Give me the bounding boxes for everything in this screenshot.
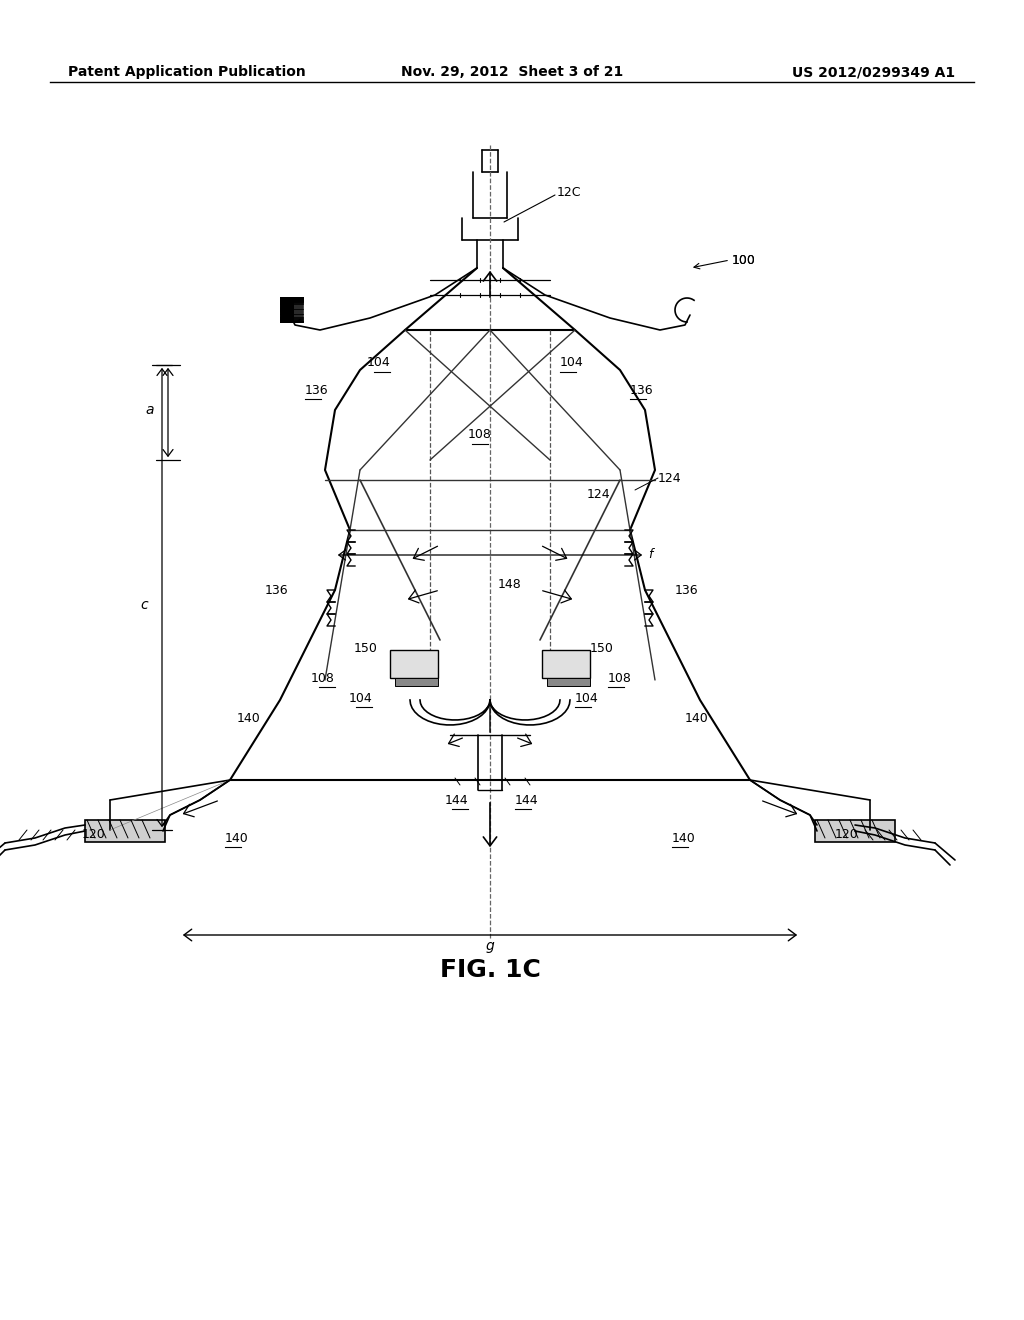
Text: 136: 136 [675, 583, 698, 597]
Text: 136: 136 [265, 583, 289, 597]
Bar [542, 649, 590, 678]
Text: 108: 108 [311, 672, 335, 685]
Text: 144: 144 [515, 793, 539, 807]
Text: 150: 150 [590, 642, 613, 655]
Text: US 2012/0299349 A1: US 2012/0299349 A1 [792, 65, 955, 79]
Text: 140: 140 [672, 832, 695, 845]
Text: 100: 100 [732, 253, 756, 267]
Text: 140: 140 [685, 711, 709, 725]
Text: f: f [648, 549, 652, 561]
Text: 124: 124 [658, 471, 682, 484]
Bar [85, 820, 165, 842]
Text: 150: 150 [354, 642, 378, 655]
Text: Patent Application Publication: Patent Application Publication [68, 65, 306, 79]
Text: 120: 120 [835, 829, 859, 842]
Text: 108: 108 [468, 429, 492, 441]
Text: 140: 140 [225, 832, 249, 845]
Text: FIG. 1C: FIG. 1C [439, 958, 541, 982]
Text: 12C: 12C [557, 186, 582, 199]
Text: 144: 144 [444, 793, 468, 807]
Bar [547, 678, 590, 686]
Text: 104: 104 [348, 692, 372, 705]
Text: 104: 104 [575, 692, 599, 705]
Text: 136: 136 [305, 384, 329, 396]
Text: 108: 108 [608, 672, 632, 685]
Text: 100: 100 [732, 253, 756, 267]
Text: 120: 120 [81, 829, 105, 842]
Bar [395, 678, 438, 686]
Text: Nov. 29, 2012  Sheet 3 of 21: Nov. 29, 2012 Sheet 3 of 21 [400, 65, 624, 79]
Text: 140: 140 [237, 711, 260, 725]
Text: g: g [485, 939, 495, 953]
Text: 124: 124 [587, 488, 610, 502]
Bar [815, 820, 895, 842]
Text: 136: 136 [630, 384, 653, 396]
Text: 104: 104 [560, 356, 584, 370]
Bar [390, 649, 438, 678]
Text: c: c [140, 598, 148, 612]
Text: 104: 104 [367, 356, 390, 370]
Text: a: a [145, 403, 154, 417]
Text: 148: 148 [498, 578, 522, 591]
